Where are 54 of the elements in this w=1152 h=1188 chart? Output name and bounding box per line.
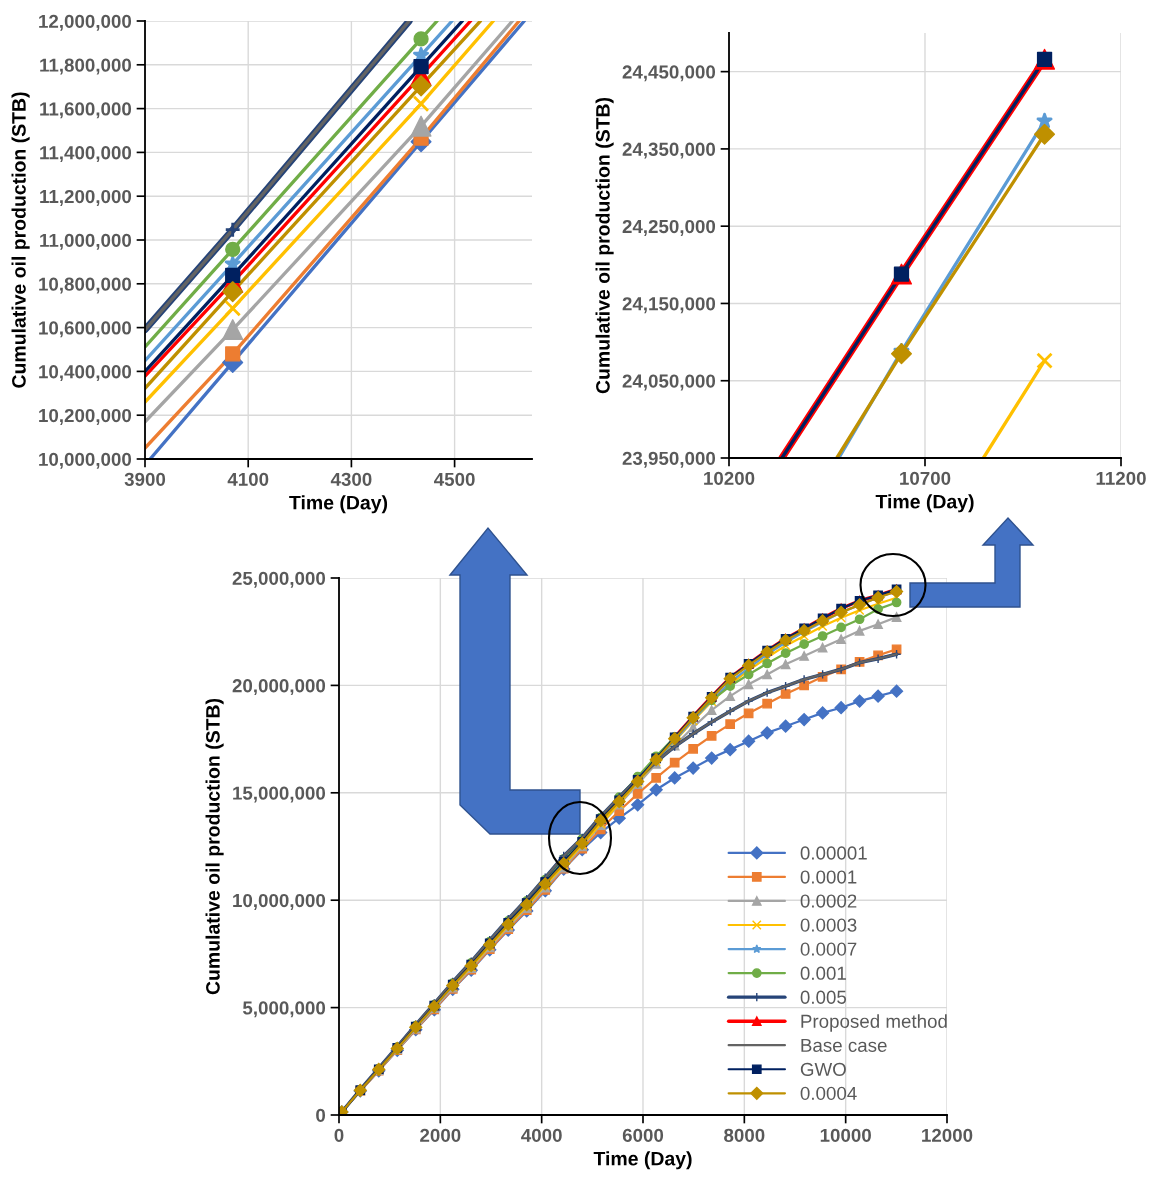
x-tick-label: 12000 <box>922 1128 973 1142</box>
y-tick-label: 11,200,000 <box>40 189 132 206</box>
legend-label: 0.0004 <box>800 1086 857 1101</box>
y-tick-label: 24,050,000 <box>622 374 716 391</box>
legend-label: 0.0003 <box>800 918 857 932</box>
x-tick-label: 8000 <box>724 1128 765 1142</box>
legend-label: Base case <box>801 1038 887 1052</box>
y-tick-label: 15,000,000 <box>233 786 326 803</box>
y-tick-label: 24,250,000 <box>622 219 716 236</box>
x-tick-label: 6000 <box>622 1128 664 1142</box>
y-tick-label: 11,600,000 <box>40 102 132 119</box>
legend-label: 0.0007 <box>800 942 857 956</box>
y-tick-label: 11,000,000 <box>40 233 132 250</box>
legend-label: Proposed method <box>801 1014 947 1032</box>
legend-label: GWO <box>800 1062 846 1076</box>
x-tick-label: 11200 <box>1096 471 1146 485</box>
x-axis-title: Time (Day) <box>289 495 388 514</box>
legend-label: 0.005 <box>800 990 847 1004</box>
y-axis-title: Cumulative oil production (STB) <box>205 698 224 995</box>
y-tick-label: 10,200,000 <box>39 408 132 425</box>
x-tick-label: 4000 <box>521 1128 562 1142</box>
y-tick-label: 24,350,000 <box>622 142 716 159</box>
x-tick-label: 10200 <box>704 471 755 485</box>
y-tick-label: 23,950,000 <box>622 451 716 468</box>
y-tick-label: 5,000,000 <box>242 1001 326 1018</box>
x-axis-title: Time (Day) <box>875 494 974 513</box>
y-tick-label: 24,450,000 <box>622 65 716 82</box>
x-tick-label: 4100 <box>227 472 269 486</box>
x-tick-label: 2000 <box>420 1128 461 1142</box>
y-axis-title: Cumulative oil production (STB) <box>11 92 30 388</box>
x-tick-label: 4300 <box>330 472 372 486</box>
x-tick-label: 0 <box>334 1128 344 1142</box>
x-tick-label: 3900 <box>124 472 166 486</box>
legend-label: 0.0002 <box>800 894 857 908</box>
y-tick-label: 24,150,000 <box>622 297 716 314</box>
legend-label: 0.00001 <box>800 846 867 860</box>
y-tick-label: 20,000,000 <box>232 679 326 696</box>
y-tick-label: 11,800,000 <box>40 58 132 75</box>
x-axis-title: Time (Day) <box>593 1151 692 1170</box>
x-tick-label: 4500 <box>434 472 475 486</box>
y-tick-label: 10,600,000 <box>39 321 132 338</box>
y-tick-label: 0 <box>316 1108 326 1122</box>
y-tick-label: 10,800,000 <box>39 277 132 294</box>
y-tick-label: 10,400,000 <box>39 365 132 382</box>
y-tick-label: 10,000,000 <box>39 452 132 469</box>
x-tick-label: 10700 <box>900 471 951 485</box>
legend-label: 0.001 <box>800 966 846 980</box>
y-tick-label: 12,000,000 <box>39 14 132 31</box>
y-tick-label: 10,000,000 <box>233 893 326 910</box>
y-axis-title: Cumulative oil production (STB) <box>595 97 614 394</box>
legend-label: 0.0001 <box>800 870 857 884</box>
y-tick-label: 11,400,000 <box>40 146 132 163</box>
x-tick-label: 10000 <box>820 1128 871 1142</box>
y-tick-label: 25,000,000 <box>232 571 326 588</box>
